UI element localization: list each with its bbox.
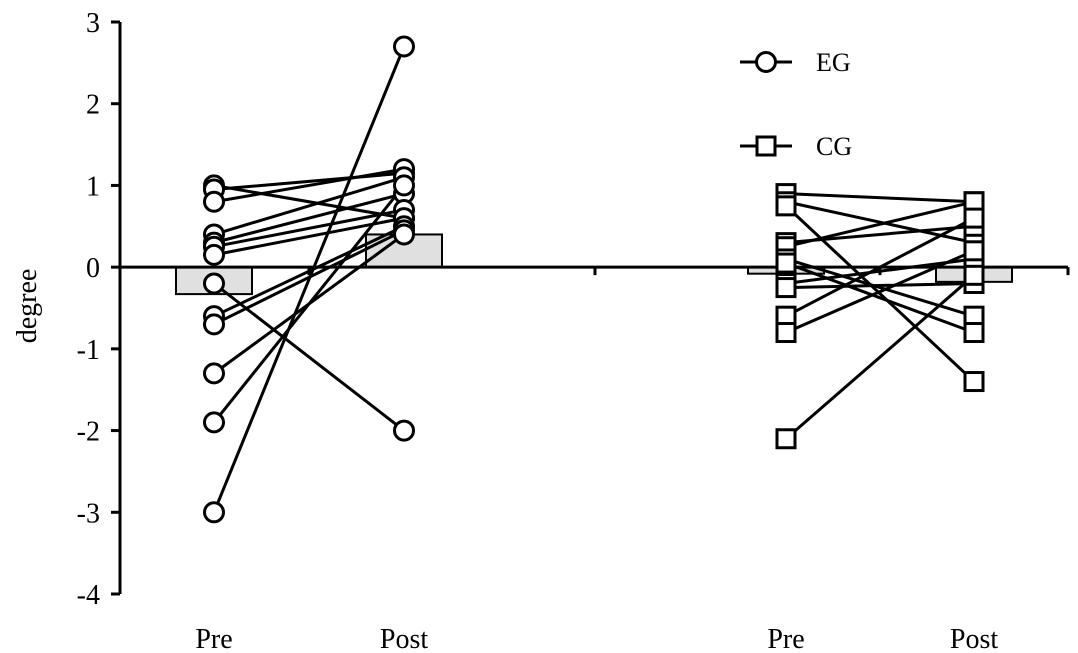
subject-line-cg bbox=[784, 204, 976, 383]
subject-line-cg bbox=[785, 192, 975, 204]
subject-line-cg bbox=[785, 249, 975, 334]
x-tick-label: Pre bbox=[767, 624, 804, 653]
data-point-eg-pre bbox=[203, 243, 225, 266]
y-tick-label: 3 bbox=[86, 8, 100, 39]
subject-line-eg bbox=[212, 45, 406, 513]
subject-line-cg bbox=[785, 257, 975, 318]
data-point-cg-pre bbox=[775, 322, 797, 344]
subject-line-eg bbox=[213, 224, 405, 318]
y-tick-label: -1 bbox=[77, 335, 100, 366]
y-tick-label: -2 bbox=[77, 417, 100, 448]
data-point-cg-post bbox=[963, 264, 985, 286]
subject-markers bbox=[203, 35, 985, 524]
data-point-cg-pre bbox=[775, 252, 797, 274]
data-point-eg-pre bbox=[203, 313, 225, 336]
y-axis-title: degree bbox=[12, 269, 43, 344]
data-point-cg-pre bbox=[775, 428, 797, 450]
data-point-eg-pre bbox=[203, 362, 225, 385]
data-point-eg-pre bbox=[203, 272, 225, 295]
subject-line-eg bbox=[213, 192, 405, 245]
data-point-eg-post bbox=[393, 223, 415, 246]
data-point-cg-post bbox=[963, 322, 985, 344]
subject-line-eg bbox=[212, 184, 406, 424]
subject-line-cg bbox=[785, 281, 975, 290]
y-ticks: 3 2 1 0 -1 -2 -3 -4 bbox=[77, 8, 120, 611]
data-point-cg-post bbox=[963, 207, 985, 229]
subject-line-cg bbox=[785, 200, 975, 249]
subject-line-eg bbox=[213, 167, 405, 204]
data-point-eg-post bbox=[393, 419, 415, 442]
data-point-cg-post bbox=[963, 240, 985, 262]
legend-marker-circle bbox=[755, 51, 777, 73]
subject-line-cg bbox=[785, 274, 975, 440]
subject-line-cg bbox=[785, 261, 975, 334]
data-point-cg-pre bbox=[775, 195, 797, 217]
y-tick-label: 0 bbox=[86, 253, 100, 284]
x-tick-label: Pre bbox=[195, 624, 232, 653]
subject-line-eg bbox=[213, 183, 405, 220]
y-tick-label: -3 bbox=[77, 498, 100, 529]
legend: EG CG bbox=[740, 48, 852, 161]
subject-line-eg bbox=[213, 208, 405, 249]
legend-label-eg: EG bbox=[816, 48, 851, 77]
subject-lines bbox=[212, 45, 976, 513]
data-point-eg-pre bbox=[203, 501, 225, 524]
x-tick-label: Post bbox=[380, 624, 428, 653]
subject-line-cg bbox=[785, 216, 975, 318]
x-ticks: Pre Post Pre Post bbox=[195, 267, 1070, 653]
legend-marker-square bbox=[755, 135, 777, 157]
data-point-eg-post bbox=[393, 174, 415, 197]
data-point-eg-pre bbox=[203, 190, 225, 213]
data-point-cg-pre bbox=[775, 277, 797, 299]
y-tick-label: 2 bbox=[86, 90, 100, 121]
x-tick-label: Post bbox=[950, 624, 998, 653]
legend-label-cg: CG bbox=[816, 132, 852, 161]
data-point-eg-post bbox=[393, 35, 415, 58]
data-point-eg-pre bbox=[203, 411, 225, 434]
subject-line-eg bbox=[213, 175, 405, 236]
y-tick-label: -4 bbox=[77, 580, 100, 611]
data-point-cg-post bbox=[963, 371, 985, 393]
y-tick-label: 1 bbox=[86, 171, 100, 202]
